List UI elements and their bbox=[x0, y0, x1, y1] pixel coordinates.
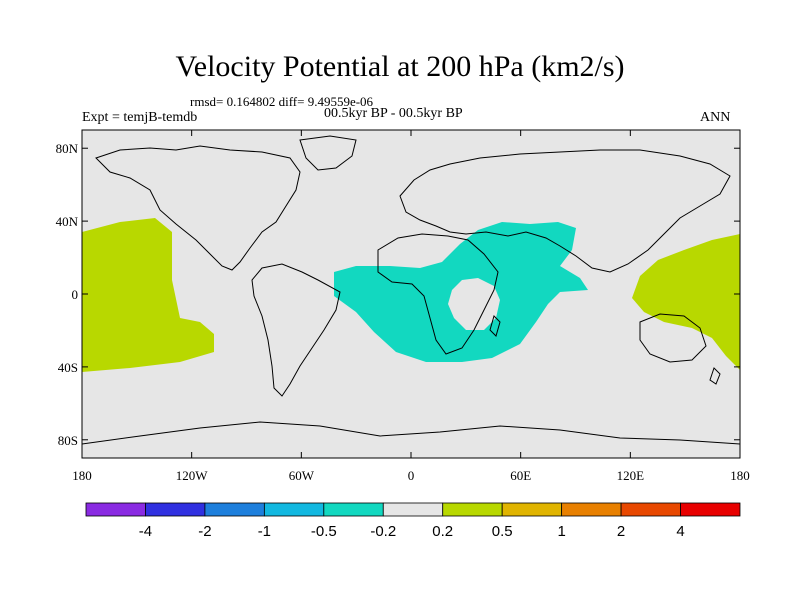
lat-tick-label: 80S bbox=[58, 433, 78, 448]
coast-africa bbox=[377, 233, 499, 355]
colorbar-label: -4 bbox=[139, 523, 152, 540]
lon-tick-label: 180 bbox=[72, 468, 92, 483]
coast-antarctica bbox=[82, 421, 740, 445]
colorbar-label: 0.2 bbox=[432, 523, 453, 540]
rmsd-diff-text: rmsd= 0.164802 diff= 9.49559e-06 bbox=[190, 94, 374, 109]
lat-tick-label: 40S bbox=[58, 360, 78, 375]
coast-south-america bbox=[251, 263, 341, 397]
season-label: ANN bbox=[700, 110, 731, 125]
colorbar-label: -0.2 bbox=[370, 523, 396, 540]
field-shading bbox=[82, 135, 740, 445]
coast-madagascar bbox=[489, 315, 501, 337]
colorbar-label: 2 bbox=[617, 523, 625, 540]
colorbar-swatch bbox=[561, 502, 622, 517]
colorbar-label: -0.5 bbox=[311, 523, 337, 540]
colorbar-swatch bbox=[620, 502, 681, 517]
colorbar-label: -2 bbox=[198, 523, 211, 540]
lon-tick-label: 120W bbox=[176, 468, 209, 483]
colorbar-label: -1 bbox=[258, 523, 271, 540]
experiment-label: Expt = temjB-temdb bbox=[82, 110, 198, 125]
colorbar-swatch bbox=[680, 502, 741, 517]
longitude-axis: 180 120W 60W 0 60E 120E 180 bbox=[72, 130, 750, 483]
colorbar-swatch bbox=[501, 502, 563, 517]
neutral-region-east-africa bbox=[448, 278, 500, 330]
lon-tick-label: 60E bbox=[510, 468, 531, 483]
colorbar-label: 0.5 bbox=[492, 523, 513, 540]
latitude-axis: 80N 40N 0 40S 80S bbox=[56, 141, 740, 448]
positive-region-central-pacific bbox=[82, 218, 214, 372]
colorbar-label: 4 bbox=[676, 523, 684, 540]
colorbar-label: 1 bbox=[557, 523, 565, 540]
lat-tick-label: 40N bbox=[56, 214, 79, 229]
coastlines bbox=[82, 135, 740, 445]
positive-region-west-pacific bbox=[632, 234, 740, 370]
colorbar-swatch bbox=[204, 502, 265, 517]
coast-australia bbox=[639, 313, 707, 363]
lon-tick-label: 0 bbox=[408, 468, 415, 483]
coast-new-zealand bbox=[709, 367, 721, 385]
period-label: 00.5kyr BP - 00.5kyr BP bbox=[324, 106, 463, 121]
lon-tick-label: 120E bbox=[617, 468, 645, 483]
coast-eurasia bbox=[399, 149, 731, 273]
colorbar-swatch bbox=[442, 502, 503, 517]
colorbar-swatch bbox=[145, 502, 206, 517]
lat-tick-label: 80N bbox=[56, 141, 79, 156]
page-title: Velocity Potential at 200 hPa (km2/s) bbox=[175, 50, 625, 83]
lon-tick-label: 60W bbox=[289, 468, 315, 483]
coast-greenland bbox=[299, 135, 357, 171]
colorbar-swatch bbox=[263, 502, 325, 517]
coast-north-america bbox=[95, 145, 301, 271]
lon-tick-label: 180 bbox=[730, 468, 750, 483]
colorbar-swatch bbox=[85, 502, 146, 517]
colorbar-swatch bbox=[323, 502, 384, 517]
lat-tick-label: 0 bbox=[72, 287, 79, 302]
colorbar-swatch bbox=[382, 502, 444, 517]
colorbar: -4 -2 -1 -0.5 -0.2 0.2 0.5 1 2 4 bbox=[85, 502, 741, 540]
